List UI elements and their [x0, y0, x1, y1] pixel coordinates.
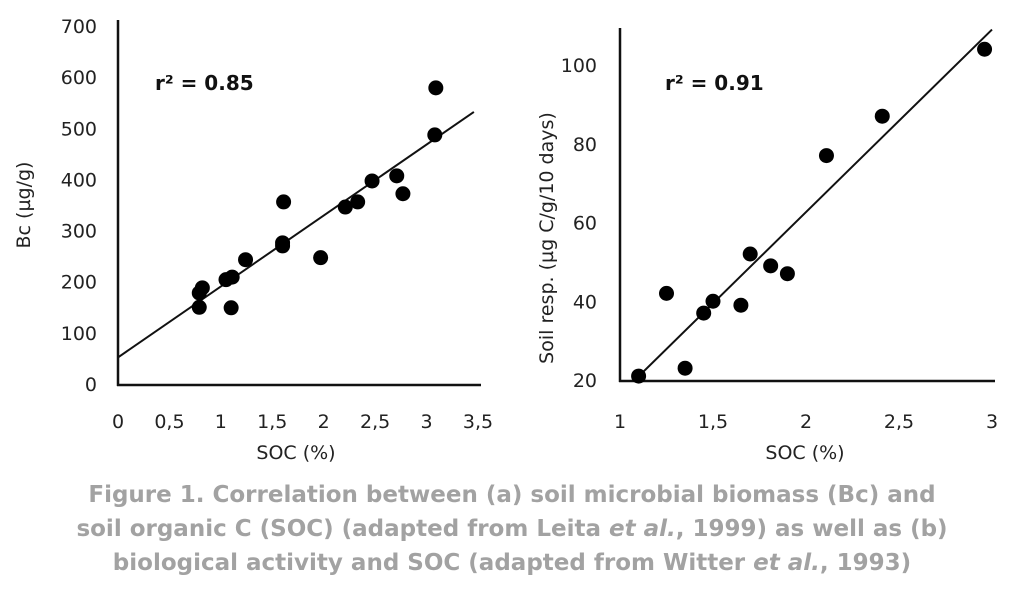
panel-a-y-axis-label: Bc (µg/g) — [13, 162, 35, 249]
panel-b-data-point — [818, 148, 834, 164]
panel-b-data-point — [696, 305, 712, 321]
panel-b-x-tick-label: 2 — [800, 411, 812, 433]
panel-a-x-tick-label: 0,5 — [154, 411, 184, 433]
panel-b-data-point — [874, 108, 890, 124]
figure-caption: Figure 1. Correlation between (a) soil m… — [0, 478, 1024, 580]
caption-line-1: Figure 1. Correlation between (a) soil m… — [88, 482, 936, 508]
figure-charts: 0 100 200 300 400 500 600 700 0 0,5 1 1,5 2 2,5 3 3,5 SO… — [13, 16, 998, 464]
panel-b-data-point — [742, 246, 758, 262]
panel-a-x-tick-label: 3 — [421, 411, 433, 433]
panel-b-y-tick-label: 20 — [573, 370, 597, 392]
panel-b-y-tick-label: 40 — [573, 291, 597, 313]
panel-b-x-axis-label: SOC (%) — [765, 442, 844, 464]
panel-a-x-tick-label: 1,5 — [257, 411, 287, 433]
panel-b-x-tick-label: 1 — [614, 411, 626, 433]
panel-b-data-point — [763, 258, 779, 274]
panel-a-data-point — [337, 199, 353, 215]
panel-a-x-tick-label: 2 — [318, 411, 330, 433]
panel-a-y-tick-label: 100 — [61, 323, 97, 345]
panel-b-data-point — [779, 266, 795, 282]
panel-a-data-point — [238, 252, 254, 268]
caption-line-3: biological activity and SOC (adapted fro… — [0, 546, 1024, 580]
panel-a-y-tick-label: 500 — [61, 118, 97, 140]
caption-text: soil organic C (SOC) (adapted from Leita — [76, 516, 609, 542]
panel-a-data-point — [364, 173, 380, 189]
panel-a-data-point — [389, 168, 405, 184]
panel-a-data-point — [428, 80, 444, 96]
panel-b-y-axis-label: Soil resp. (µg C/g/10 days) — [536, 112, 558, 364]
panel-a-data-point — [395, 186, 411, 202]
panel-b-x-tick-label: 2,5 — [884, 411, 914, 433]
panel-b-data-point — [705, 293, 721, 309]
panel-a-x-tick-label: 2,5 — [360, 411, 390, 433]
panel-a-x-tick-label: 0 — [112, 411, 124, 433]
caption-text: biological activity and SOC (adapted fro… — [112, 550, 754, 576]
panel-a-data-point — [223, 300, 239, 316]
panel-b-y-tick-label: 100 — [561, 55, 597, 77]
panel-b-data-point — [733, 297, 749, 313]
panel-a-y-tick-label: 700 — [61, 16, 97, 38]
caption-line-2: soil organic C (SOC) (adapted from Leita… — [0, 512, 1024, 546]
panel-b-x-tick-label: 3 — [986, 411, 998, 433]
panel-b-y-tick-label: 60 — [573, 213, 597, 235]
panel-a-data-point — [224, 269, 240, 285]
panel-a-data-point — [275, 238, 291, 254]
panel-a-y-tick-label: 0 — [85, 374, 97, 396]
panel-a-data-point — [276, 194, 292, 210]
panel-b-data-point — [677, 360, 693, 376]
panel-a-y-tick-label: 200 — [61, 272, 97, 294]
panel-a-x-tick-label: 1 — [215, 411, 227, 433]
panel-b-x-tick-label: 1,5 — [698, 411, 728, 433]
panel-b-data-point — [631, 368, 647, 384]
panel-a-y-tick-label: 400 — [61, 169, 97, 191]
panel-a-trendline — [117, 111, 475, 359]
panel-a-y-tick-label: 300 — [61, 221, 97, 243]
panel-b-data-point — [977, 41, 993, 57]
caption-italic: et al. — [753, 550, 820, 576]
caption-italic: et al. — [608, 516, 676, 542]
panel-a-r-squared-annotation: r² = 0.85 — [155, 71, 254, 95]
caption-text: , 1993) — [819, 550, 912, 576]
panel-b-data-point — [659, 285, 674, 301]
caption-text: , 1999) as well as (b) — [675, 516, 948, 542]
panel-a-data-point — [350, 194, 366, 210]
panel-a-data-point — [194, 280, 210, 296]
panel-b-y-tick-label: 80 — [573, 134, 597, 156]
panel-b-r-squared-annotation: r² = 0.91 — [665, 71, 764, 95]
panel-a-x-axis-label: SOC (%) — [256, 442, 335, 464]
panel-a-data-point — [191, 299, 207, 315]
panel-a-y-tick-label: 600 — [61, 67, 97, 89]
panel-b-trendline — [634, 28, 993, 381]
panel-a-data-point — [427, 127, 443, 143]
panel-a-x-tick-label: 3,5 — [463, 411, 493, 433]
panel-a-data-point — [313, 250, 329, 266]
